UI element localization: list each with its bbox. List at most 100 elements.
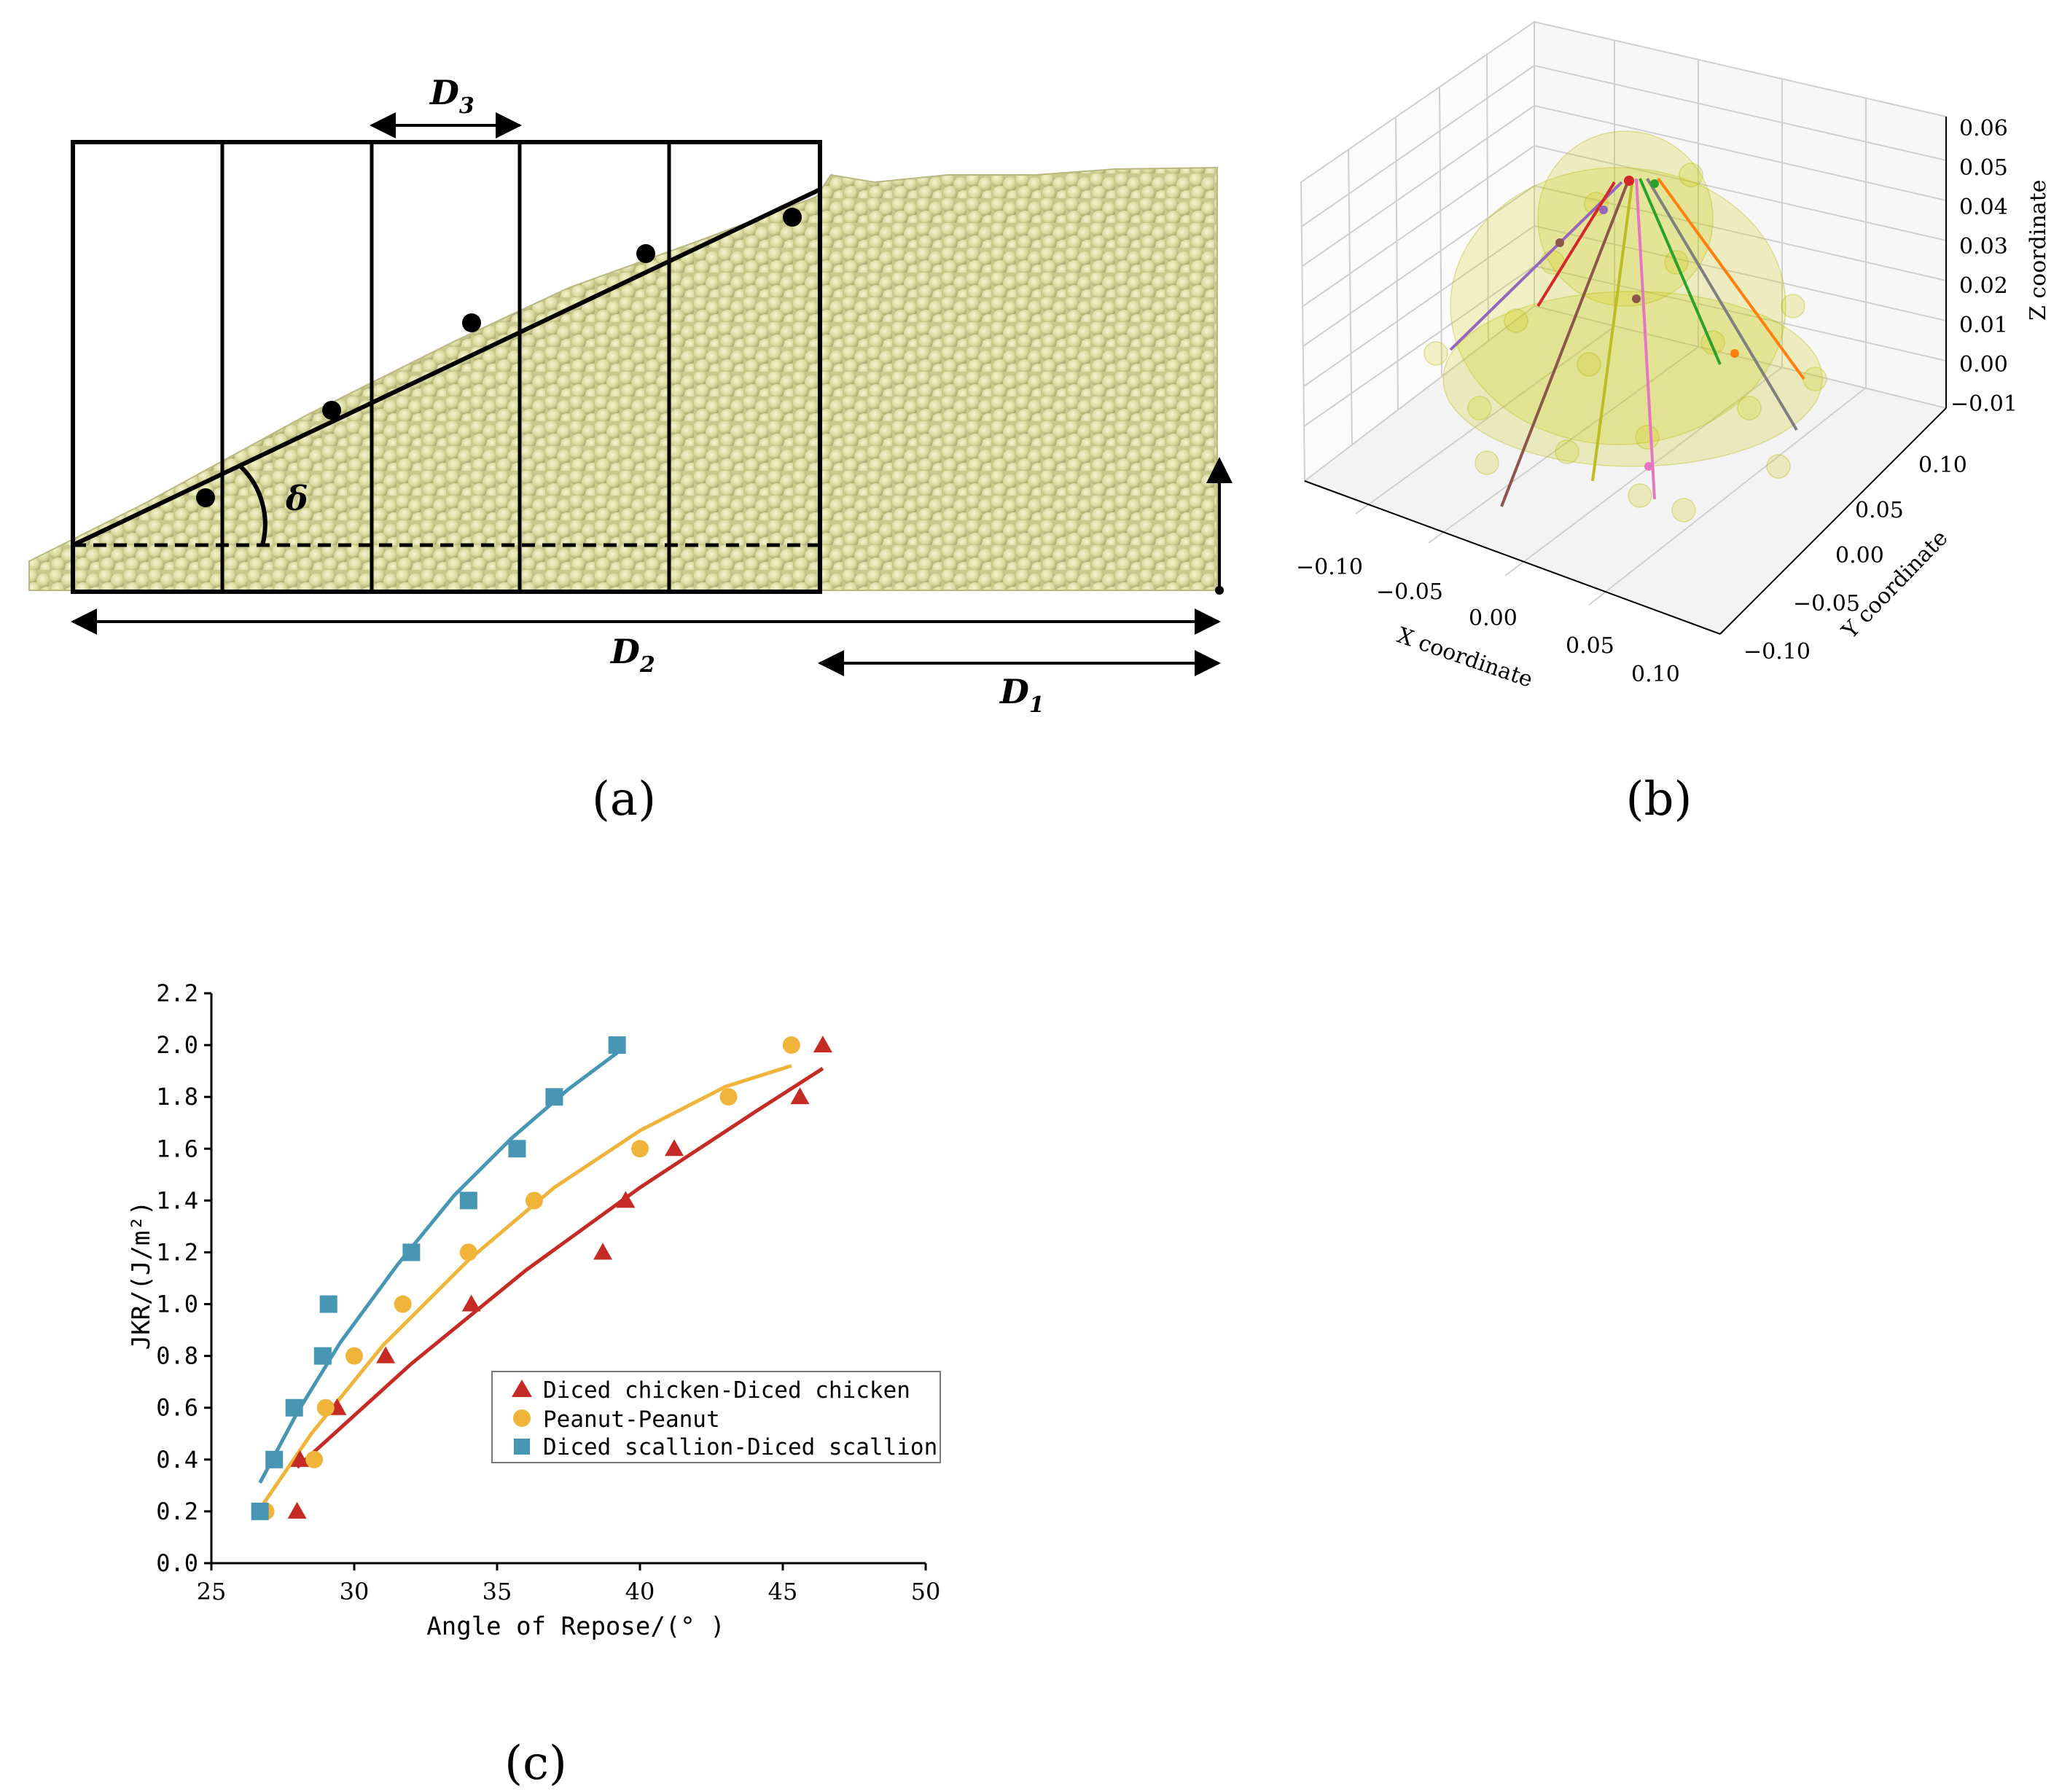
c-point-triangle: [665, 1139, 684, 1157]
panel-b: 0.06 0.05 0.04 0.03 0.02 0.01 0.00 −0.01…: [1296, 20, 2051, 826]
x-tick-label: −0.05: [1376, 579, 1443, 605]
c-point-square: [251, 1502, 269, 1520]
z-tick-label: −0.01: [1950, 391, 2018, 417]
c-y-ticks: 0.0 0.2 0.4 0.6 0.8 1.0 1.2 1.4 1.6 1.8 2.0 2.2: [156, 979, 211, 1577]
c-point-square: [508, 1140, 526, 1158]
panel-label-b: (b): [1626, 772, 1692, 826]
c-point-circle: [719, 1088, 738, 1106]
surface-point-2: [322, 401, 341, 420]
legend-label-peanut: Peanut-Peanut: [543, 1406, 720, 1433]
c-point-square: [319, 1295, 337, 1313]
z-tick-label: 0.03: [1959, 234, 2008, 259]
c-point-triangle: [790, 1087, 810, 1105]
measurement-box: [71, 140, 822, 594]
c-point-circle: [631, 1140, 649, 1158]
c-fit-curve-1: [258, 1064, 792, 1510]
c-legend: Diced chicken-Diced chicken Peanut-Peanu…: [491, 1371, 941, 1463]
panel-a: δ D3 D2 D1 (a): [28, 73, 1233, 826]
d2-label: D2: [609, 632, 655, 678]
c-y-tick-label: 2.0: [156, 1031, 198, 1059]
x-tick-label: 0.00: [1469, 606, 1518, 631]
legend-marker-peanut: [513, 1409, 531, 1427]
c-point-triangle: [616, 1191, 636, 1208]
y-ticks: 0.10 0.05 0.00 −0.05 −0.10: [1743, 453, 1967, 665]
c-point-square: [265, 1450, 284, 1468]
surface-point-3: [462, 313, 481, 332]
c-point-square: [285, 1398, 303, 1417]
c-point-triangle: [813, 1036, 832, 1053]
y-axis-line: [1719, 407, 1947, 635]
slope-fit-line: [71, 187, 821, 547]
c-y-tick-label: 1.4: [156, 1186, 198, 1214]
pane-back-walls: [1300, 20, 1947, 483]
c-point-circle: [316, 1398, 335, 1417]
c-data-points: [251, 1036, 832, 1520]
c-y-tick-label: 0.4: [156, 1446, 198, 1474]
y-tick-label: 0.00: [1835, 543, 1884, 568]
y-tick-label: 0.10: [1918, 453, 1967, 478]
legend-marker-scallion: [514, 1439, 530, 1455]
z-tick-label: 0.06: [1959, 116, 2008, 141]
x-tick-label: 0.05: [1566, 633, 1614, 659]
particle-heap: [28, 166, 1218, 591]
z-ticks: 0.06 0.05 0.04 0.03 0.02 0.01 0.00 −0.01: [1950, 116, 2018, 417]
c-x-tick-label: 40: [625, 1578, 655, 1605]
z-axis-title: Z coordinate: [2026, 180, 2051, 321]
c-fit-curve-0: [295, 1066, 824, 1469]
d3-label: D3: [429, 73, 474, 119]
z-tick-label: 0.02: [1959, 273, 2008, 299]
c-x-tick-label: 25: [197, 1578, 227, 1605]
angle-arc: [238, 464, 267, 546]
angle-label: δ: [285, 479, 308, 518]
c-point-circle: [459, 1243, 477, 1261]
z-tick-label: 0.05: [1959, 155, 2008, 181]
z-tick-label: 0.01: [1959, 313, 2008, 338]
c-point-circle: [394, 1295, 412, 1313]
c-x-ticks: 25 30 35 40 45 50: [197, 1563, 941, 1605]
c-y-tick-label: 1.2: [156, 1238, 198, 1266]
c-point-triangle: [287, 1501, 307, 1519]
c-point-circle: [525, 1192, 543, 1210]
c-point-square: [459, 1192, 477, 1210]
c-point-triangle: [376, 1346, 396, 1363]
slope-lines: [1449, 177, 1805, 507]
c-point-square: [402, 1243, 421, 1261]
z-tick-label: 0.00: [1959, 352, 2008, 377]
c-x-tick-label: 35: [483, 1578, 512, 1605]
c-y-tick-label: 1.6: [156, 1135, 198, 1162]
c-y-tick-label: 0.6: [156, 1394, 198, 1422]
c-x-tick-label: 50: [911, 1578, 941, 1605]
legend-label-chicken: Diced chicken-Diced chicken: [543, 1377, 910, 1404]
c-point-square: [608, 1036, 626, 1055]
c-y-tick-label: 0.2: [156, 1498, 198, 1525]
x-tick-label: 0.10: [1631, 662, 1680, 687]
x-axis-line: [1304, 480, 1721, 635]
y-tick-label: −0.10: [1743, 639, 1811, 665]
y-tick-label: −0.05: [1793, 591, 1860, 617]
x-ticks: −0.10 −0.05 0.00 0.05 0.10: [1296, 555, 1680, 687]
panel-label-a: (a): [592, 772, 656, 826]
height-origin: [1215, 586, 1224, 595]
c-y-tick-label: 1.8: [156, 1083, 198, 1111]
c-point-triangle: [593, 1243, 613, 1260]
surface-point-5: [783, 208, 802, 227]
z-tick-label: 0.04: [1959, 195, 2008, 220]
x-axis-title: X coordinate: [1394, 622, 1536, 692]
x-tick-label: −0.10: [1296, 555, 1363, 580]
c-y-tick-label: 2.2: [156, 979, 198, 1007]
surface-point-1: [196, 488, 215, 507]
c-point-circle: [782, 1036, 800, 1055]
d1-label: D1: [999, 672, 1044, 718]
legend-frame: [491, 1371, 941, 1463]
c-y-tick-label: 1.0: [156, 1291, 198, 1318]
apex-points: [1555, 176, 1739, 471]
c-point-circle: [345, 1347, 363, 1365]
c-point-circle: [305, 1450, 324, 1468]
panel-c: 25 30 35 40 45 50 0.0 0.2 0.4 0.6 0.8 1.0 1.2 1.4 1.6…: [127, 979, 941, 1791]
c-point-square: [545, 1088, 563, 1106]
panel-label-c: (c): [504, 1737, 567, 1791]
c-y-tick-label: 0.0: [156, 1549, 198, 1577]
c-y-axis-title: JKR/(J/m²): [127, 1201, 156, 1350]
legend-marker-chicken: [512, 1380, 532, 1397]
